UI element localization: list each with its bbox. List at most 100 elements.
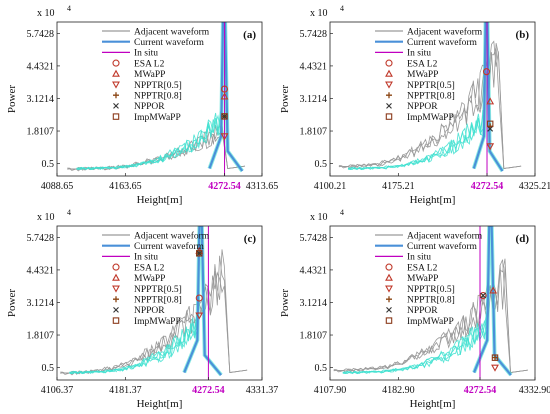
x-tick-label: 4332.90 — [519, 385, 550, 396]
y-tick-label: 4.4321 — [300, 265, 328, 276]
marker-esa-l2 — [220, 85, 229, 93]
x-tick-label: 4325.21 — [519, 181, 550, 192]
legend-label: NPPTR[0.8] — [407, 92, 455, 102]
y-tick-label: 3.1214 — [27, 94, 55, 105]
legend-label: In situ — [407, 49, 431, 59]
legend-label: In situ — [407, 253, 431, 263]
panel-label: (d) — [516, 233, 530, 245]
x-axis-label: Height[m] — [137, 398, 183, 410]
legend-label: NPPTR[0.5] — [134, 285, 182, 295]
marker-nppor — [487, 125, 494, 132]
y-exponent-label: x 10 — [310, 8, 328, 19]
y-axis-label: Power — [279, 289, 291, 317]
legend-marker-swatch — [386, 296, 392, 303]
x-tick-label: 4175.21 — [382, 181, 415, 192]
marker-mwapp — [489, 286, 498, 294]
panel-label: (a) — [243, 29, 256, 41]
x-tick-label-insitu: 4272.54 — [208, 181, 241, 192]
adjacent-waveform-line — [338, 43, 522, 169]
marker-impmwapp — [196, 250, 203, 257]
panel-label: (c) — [244, 233, 257, 245]
legend-marker-swatch — [112, 59, 120, 67]
legend-marker-swatch — [113, 296, 119, 303]
legend-marker-swatch — [112, 113, 120, 120]
chart-panel-d: 0.5 1.8107 3.1214 4.4321 5.7428 4107.90 4182.9… — [279, 208, 550, 410]
legend-label: NPPTR[0.5] — [407, 285, 455, 295]
marker-nppor — [480, 292, 487, 299]
y-tick-label: 1.8107 — [300, 331, 328, 342]
legend-label: In situ — [134, 49, 158, 59]
legend-marker-swatch — [112, 69, 120, 77]
plot-area — [338, 22, 522, 176]
legend-marker-swatch — [385, 81, 393, 89]
x-axis-label: Height[m] — [410, 398, 456, 410]
adjacent-waveform-line — [338, 40, 522, 169]
y-exponent-label: x 10 — [37, 8, 55, 19]
marker-impmwapp — [486, 120, 494, 128]
legend-label: Adjacent waveform — [407, 230, 483, 241]
plot-area — [333, 226, 528, 380]
legend-marker-swatch — [385, 59, 393, 67]
legend-label: Current waveform — [134, 241, 205, 252]
y-tick-label: 5.7428 — [300, 29, 328, 40]
axes-frame — [329, 21, 536, 177]
marker-esa-l2 — [482, 68, 491, 76]
y-exponent-power: 4 — [67, 208, 71, 217]
y-tick-label: 0.5 — [42, 363, 55, 374]
axes-frame — [56, 21, 263, 177]
marker-mwapp — [220, 92, 229, 100]
legend-marker-swatch — [386, 92, 392, 99]
legend-label: MWaPP — [407, 274, 438, 284]
legend-label: Adjacent waveform — [134, 26, 210, 37]
y-tick-label: 3.1214 — [27, 298, 55, 309]
marker-npptr-0-5- — [491, 364, 499, 372]
y-tick-label: 4.4321 — [300, 61, 328, 72]
y-tick-label: 1.8107 — [300, 127, 328, 138]
current-waveform-ensemble-line — [69, 312, 198, 375]
x-tick-label: 4106.37 — [41, 385, 74, 396]
legend-label: NPPOR — [407, 102, 438, 112]
legend-marker-swatch — [385, 263, 393, 271]
panel-label: (b) — [516, 29, 530, 41]
current-waveform-ensemble-line — [348, 109, 484, 171]
plot-area — [60, 226, 248, 380]
legend-label: NPPTR[0.8] — [134, 92, 182, 102]
y-tick-label: 5.7428 — [300, 233, 328, 244]
legend-label: MWaPP — [134, 70, 165, 80]
legend-label: Current waveform — [407, 241, 478, 252]
legend-marker-swatch — [113, 92, 119, 99]
current-waveform-line — [208, 22, 244, 172]
axes-frame — [56, 225, 263, 381]
x-axis-label: Height[m] — [410, 194, 456, 206]
y-tick-label: 0.5 — [315, 159, 328, 170]
marker-npptr-0-5- — [220, 133, 229, 141]
y-exponent-label: x 10 — [310, 212, 328, 223]
x-tick-label: 4100.21 — [314, 181, 347, 192]
legend-marker-swatch — [385, 317, 393, 324]
y-tick-label: 0.5 — [42, 159, 55, 170]
current-waveform-ensemble-line — [342, 319, 488, 375]
legend-label: NPPOR — [134, 306, 165, 316]
marker-npptr-0-8- — [492, 354, 499, 361]
y-tick-label: 3.1214 — [300, 94, 328, 105]
x-tick-label: 4182.90 — [382, 385, 415, 396]
y-tick-label: 3.1214 — [300, 298, 328, 309]
legend-marker-swatch — [113, 103, 119, 109]
y-exponent-label: x 10 — [37, 212, 55, 223]
legend-marker-swatch — [385, 113, 393, 120]
adjacent-waveform-line — [60, 249, 248, 376]
y-tick-label: 4.4321 — [27, 61, 55, 72]
x-tick-label: 4107.90 — [314, 385, 347, 396]
plot-area — [67, 22, 246, 176]
legend-label: NPPOR — [407, 306, 438, 316]
legend-label: ImpMWaPP — [134, 317, 181, 327]
x-tick-label-insitu: 4272.54 — [464, 385, 497, 396]
legend-label: Adjacent waveform — [134, 230, 210, 241]
legend-label: NPPTR[0.5] — [134, 81, 182, 91]
marker-mwapp — [486, 97, 495, 105]
x-tick-label: 4313.65 — [246, 181, 279, 192]
legend-marker-swatch — [112, 273, 120, 281]
legend-label: ImpMWaPP — [407, 317, 454, 327]
